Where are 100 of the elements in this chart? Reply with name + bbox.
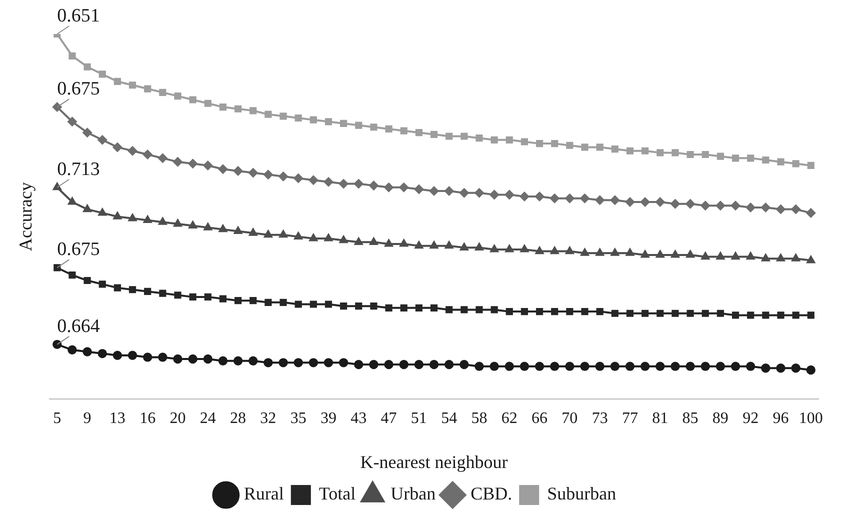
point — [566, 308, 574, 316]
point — [506, 308, 513, 316]
point — [595, 196, 604, 205]
point — [310, 116, 317, 124]
point — [203, 354, 212, 364]
point — [188, 354, 198, 364]
point — [670, 362, 680, 371]
point — [642, 310, 649, 317]
point — [596, 248, 604, 256]
point — [218, 224, 228, 232]
x-tick-label: 100 — [798, 410, 823, 428]
annotation: 0.713 — [57, 158, 100, 180]
point — [248, 168, 258, 178]
point — [792, 312, 800, 319]
point — [580, 248, 589, 256]
point — [354, 360, 364, 370]
point — [128, 350, 138, 360]
annotation: 0.651 — [57, 5, 100, 26]
point — [174, 219, 182, 227]
point — [52, 102, 62, 112]
point — [174, 92, 182, 100]
x-tick-label: 58 — [471, 410, 488, 428]
point — [68, 345, 77, 354]
point — [128, 286, 136, 294]
point — [656, 250, 664, 258]
point — [702, 310, 709, 317]
point — [204, 293, 212, 300]
point — [792, 160, 800, 168]
point — [732, 312, 740, 319]
point — [414, 360, 424, 370]
point — [777, 158, 784, 166]
point — [143, 216, 152, 224]
point — [248, 228, 258, 236]
point — [642, 147, 649, 154]
point — [188, 159, 198, 168]
point — [686, 250, 694, 258]
point — [248, 356, 258, 366]
point — [625, 197, 635, 207]
point — [203, 160, 212, 170]
point — [400, 239, 408, 247]
point — [98, 135, 107, 145]
point — [142, 352, 152, 362]
point — [475, 243, 484, 250]
point — [444, 186, 454, 196]
point — [565, 362, 574, 371]
x-tick-label: 62 — [501, 410, 518, 428]
point — [219, 103, 227, 111]
legend-label: Suburban — [547, 484, 616, 504]
x-tick-label: 51 — [410, 410, 427, 428]
point — [610, 196, 620, 205]
point — [490, 244, 498, 252]
point — [159, 88, 166, 96]
point — [158, 352, 168, 362]
point — [114, 284, 121, 292]
point — [551, 140, 558, 148]
point — [640, 362, 650, 371]
point — [686, 362, 695, 371]
point — [566, 142, 574, 149]
point — [189, 96, 196, 104]
point — [324, 234, 333, 242]
point — [672, 310, 679, 317]
point — [218, 356, 228, 366]
point — [611, 310, 618, 317]
x-tick-label: 96 — [772, 410, 789, 428]
point — [504, 190, 514, 200]
point — [385, 125, 392, 132]
legend-label: Rural — [244, 484, 284, 504]
point — [506, 136, 513, 144]
x-tick-label: 32 — [260, 410, 276, 428]
point — [656, 362, 665, 371]
point — [280, 298, 287, 306]
point — [716, 252, 725, 260]
legend-label: CBD. — [470, 484, 512, 504]
point — [777, 312, 784, 319]
point — [340, 302, 348, 310]
point — [250, 107, 257, 114]
point — [369, 360, 378, 370]
point — [505, 244, 514, 252]
point — [309, 234, 318, 242]
point — [686, 150, 694, 158]
point — [400, 304, 408, 312]
point — [142, 150, 152, 160]
point — [234, 105, 242, 112]
point — [535, 246, 544, 254]
x-tick-label: 24 — [200, 410, 216, 428]
point — [672, 149, 679, 156]
point — [128, 146, 138, 156]
point — [640, 197, 650, 207]
point — [324, 358, 334, 368]
point — [746, 202, 756, 212]
x-tick-label: 85 — [682, 410, 698, 428]
point — [384, 360, 394, 370]
x-tick-label: 92 — [742, 410, 759, 428]
point — [596, 308, 604, 316]
point — [324, 300, 332, 308]
point — [430, 130, 438, 138]
point — [700, 201, 710, 210]
point — [776, 204, 786, 214]
y-axis-title: Accuracy — [16, 182, 36, 252]
point — [686, 199, 695, 208]
